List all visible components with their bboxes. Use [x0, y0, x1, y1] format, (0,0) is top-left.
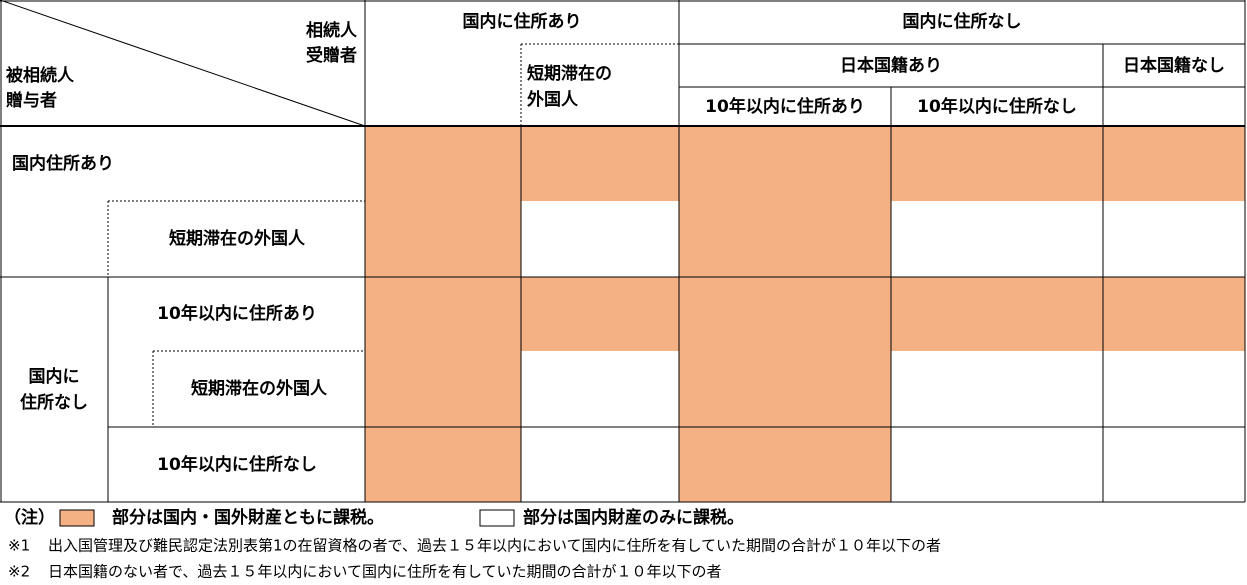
note-text: 日本国籍のない者で、過去１５年以内において国内に住所を有していた期間の合計が１０…	[48, 563, 722, 581]
cell	[365, 201, 521, 277]
cell	[679, 277, 891, 351]
legend-text: 部分は国内・国外財産ともに課税。	[112, 507, 384, 528]
note-mark: ※2	[8, 563, 30, 581]
column-header: 短期滞在の	[527, 63, 612, 84]
cell	[891, 277, 1103, 351]
cell	[365, 277, 521, 351]
corner-label: 受贈者	[306, 45, 357, 66]
cell	[1103, 427, 1245, 502]
row-label: 短期滞在の外国人	[169, 228, 306, 249]
cell	[679, 201, 891, 277]
column-group: 国内に住所なし	[903, 11, 1022, 32]
note-mark: ※1	[8, 537, 30, 555]
cell	[679, 351, 891, 427]
cell	[1103, 277, 1245, 351]
row-label: 短期滞在の外国人	[191, 378, 328, 399]
cell	[1103, 126, 1245, 201]
cell	[891, 126, 1103, 201]
cell	[891, 427, 1103, 502]
column-subgroup: 日本国籍あり	[840, 55, 942, 76]
row-label: 10年以内に住所あり	[157, 303, 317, 324]
row-group: 住所なし	[20, 392, 88, 413]
note-text: 出入国管理及び難民認定法別表第1の在留資格の者で、過去１５年以内において国内に住…	[48, 537, 941, 555]
grid	[0, 0, 1246, 503]
row-label: 10年以内に住所なし	[157, 454, 317, 475]
legend-swatch	[59, 509, 95, 527]
cell	[365, 351, 521, 427]
legend-text: 部分は国内財産のみに課税。	[523, 507, 744, 528]
cell	[365, 126, 521, 201]
column-header: 外国人	[527, 89, 579, 110]
cell	[1103, 201, 1245, 277]
diagonal	[0, 0, 366, 127]
cell	[679, 427, 891, 502]
legend-swatch	[479, 509, 515, 527]
cell	[365, 427, 521, 502]
cells	[365, 126, 1245, 502]
legend-prefix: （注）	[4, 507, 55, 528]
column-subgroup: 日本国籍なし	[1123, 55, 1225, 76]
corner-label: 被相続人	[6, 65, 75, 86]
cell	[679, 126, 891, 201]
corner-label: 相続人	[306, 20, 358, 41]
cell	[891, 201, 1103, 277]
cell	[521, 427, 679, 502]
cell	[521, 201, 679, 277]
cell	[1103, 351, 1245, 427]
column-header: 10年以内に住所あり	[705, 96, 865, 117]
cell	[891, 351, 1103, 427]
column-header: 10年以内に住所なし	[917, 96, 1077, 117]
column-group: 国内に住所あり	[463, 11, 582, 32]
cell	[521, 351, 679, 427]
row-group: 国内住所あり	[12, 153, 114, 174]
cell	[521, 277, 679, 351]
row-group: 国内に	[29, 366, 80, 387]
cell	[521, 126, 679, 201]
corner-label: 贈与者	[6, 90, 57, 111]
